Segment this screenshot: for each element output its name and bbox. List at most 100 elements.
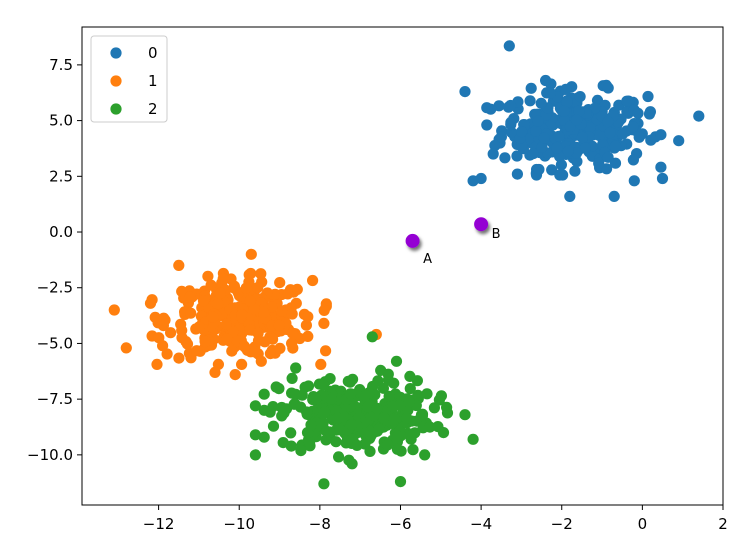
data-point xyxy=(300,319,312,331)
data-point xyxy=(318,317,330,329)
data-point xyxy=(495,131,507,143)
data-point xyxy=(403,396,415,408)
data-point xyxy=(318,478,330,490)
data-point xyxy=(573,105,585,117)
data-point xyxy=(274,342,286,354)
data-point xyxy=(412,389,424,401)
data-point xyxy=(252,335,265,347)
data-point xyxy=(273,319,285,332)
data-point xyxy=(616,128,629,140)
y-tick-label: 2.5 xyxy=(49,167,73,185)
data-point xyxy=(344,388,357,400)
data-point xyxy=(524,95,536,107)
data-point xyxy=(149,311,161,323)
data-point xyxy=(258,388,270,400)
data-point xyxy=(499,152,511,164)
data-point xyxy=(207,311,219,323)
data-point xyxy=(319,406,331,418)
x-axis: −12 −10 −8 −6 −4 −2 0 2 xyxy=(143,505,728,533)
data-point xyxy=(245,267,257,280)
data-point xyxy=(571,147,583,159)
data-point xyxy=(184,291,196,303)
data-point xyxy=(407,444,419,456)
data-point xyxy=(244,295,256,307)
data-point xyxy=(249,449,261,461)
data-point xyxy=(627,121,639,133)
series-0 xyxy=(459,40,705,202)
data-point xyxy=(176,285,188,297)
data-point xyxy=(441,401,453,413)
y-tick-label: 7.5 xyxy=(49,56,73,74)
data-point xyxy=(220,318,232,330)
data-point xyxy=(405,429,417,442)
data-point xyxy=(551,142,563,154)
data-point xyxy=(333,451,345,463)
data-point xyxy=(655,129,667,141)
data-point xyxy=(392,430,404,442)
data-point xyxy=(511,168,523,180)
legend-label-1: 1 xyxy=(148,72,158,90)
x-tick-label: −2 xyxy=(551,515,573,533)
annotation-layer: AB xyxy=(405,217,501,267)
data-point xyxy=(258,431,270,443)
legend-label-0: 0 xyxy=(148,44,158,62)
data-point xyxy=(416,410,428,422)
data-point xyxy=(320,345,332,357)
data-point xyxy=(535,97,547,109)
data-point xyxy=(540,74,552,87)
data-point xyxy=(193,321,205,333)
y-tick-label: −7.5 xyxy=(37,390,73,408)
data-point xyxy=(249,400,261,412)
data-point xyxy=(157,320,169,332)
data-point xyxy=(516,126,528,138)
data-point xyxy=(324,426,336,438)
data-point xyxy=(304,436,316,448)
data-point xyxy=(527,148,539,160)
data-point xyxy=(621,95,633,107)
data-point xyxy=(503,40,515,52)
y-tick-label: −5.0 xyxy=(37,334,73,352)
data-point xyxy=(317,379,330,391)
data-point xyxy=(388,377,400,389)
data-point xyxy=(579,142,591,154)
data-point xyxy=(693,110,705,122)
data-point xyxy=(296,389,308,401)
data-point xyxy=(593,129,606,142)
y-axis: −10.0 −7.5 −5.0 −2.5 0.0 2.5 5.0 7.5 xyxy=(27,56,82,464)
data-point xyxy=(346,458,358,470)
data-point xyxy=(536,141,548,153)
data-point xyxy=(244,324,256,336)
data-point xyxy=(318,304,330,316)
legend: 0 1 2 xyxy=(90,35,168,123)
data-point xyxy=(286,327,299,339)
data-point xyxy=(120,342,132,354)
data-point xyxy=(602,151,614,163)
data-point xyxy=(305,419,317,431)
data-point xyxy=(382,439,394,451)
data-point xyxy=(511,150,523,162)
data-point xyxy=(467,175,479,187)
data-point xyxy=(226,345,238,357)
data-point xyxy=(264,406,276,418)
x-tick-label: −6 xyxy=(389,515,411,533)
series-1 xyxy=(108,248,382,381)
annotation-label-b: B xyxy=(492,227,501,242)
x-tick-label: −8 xyxy=(309,515,331,533)
data-point xyxy=(424,421,436,433)
data-point xyxy=(589,102,601,114)
data-point xyxy=(383,390,395,402)
data-point xyxy=(387,400,399,413)
y-tick-label: 0.0 xyxy=(49,223,73,241)
data-point xyxy=(371,402,383,414)
data-point xyxy=(290,362,302,374)
data-point xyxy=(221,333,233,345)
data-point xyxy=(302,330,314,342)
y-tick-label: −2.5 xyxy=(37,279,73,297)
legend-box xyxy=(90,35,168,123)
data-point xyxy=(307,274,319,287)
data-point xyxy=(642,90,654,103)
data-point xyxy=(165,327,177,339)
data-point xyxy=(276,410,288,422)
data-point xyxy=(525,82,537,94)
data-point xyxy=(553,130,565,142)
